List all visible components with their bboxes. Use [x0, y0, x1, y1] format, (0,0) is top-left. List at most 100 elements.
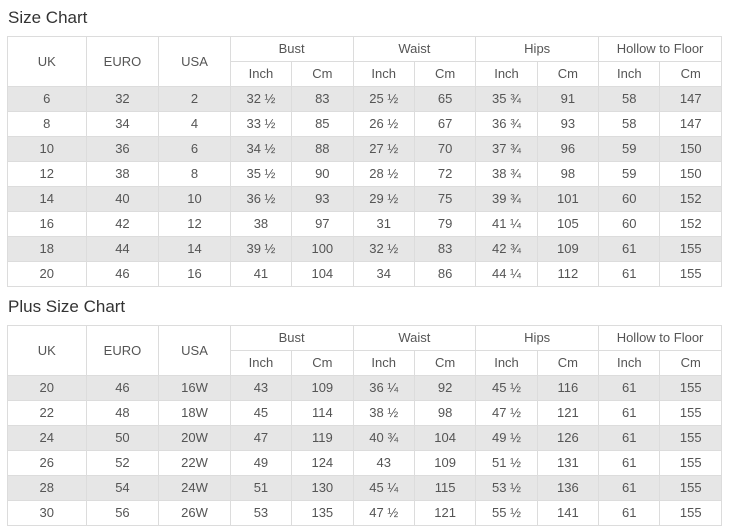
- table-cell: 79: [413, 211, 477, 237]
- table-cell: 38 ¾: [475, 161, 538, 187]
- table-cell: 45: [229, 400, 293, 426]
- table-cell: 34: [352, 261, 415, 287]
- table-cell: 147: [659, 111, 722, 137]
- table-cell: 93: [536, 111, 600, 137]
- table-cell: 119: [291, 425, 354, 451]
- table-cell: 24W: [158, 475, 231, 501]
- table-cell: 105: [536, 211, 600, 237]
- table-cell: 26: [7, 450, 87, 476]
- header-row-groups: UK EURO USA Bust Waist Hips Hollow to Floor: [7, 325, 722, 376]
- table-cell: 37 ¾: [475, 136, 538, 162]
- table-cell: 34 ½: [229, 136, 293, 162]
- unit-header: Inch: [598, 61, 661, 87]
- table-cell: 41 ¼: [475, 211, 538, 237]
- table-cell: 31: [352, 211, 415, 237]
- table-cell: 18: [7, 236, 87, 262]
- table-cell: 100: [291, 236, 354, 262]
- column-group-header: USA: [158, 36, 231, 87]
- table-cell: 43: [352, 450, 415, 476]
- size-chart-title: Size Chart: [8, 8, 88, 27]
- unit-header: Cm: [413, 350, 477, 376]
- table-cell: 155: [659, 400, 722, 426]
- table-cell: 61: [598, 236, 661, 262]
- table-cell: 155: [659, 375, 722, 401]
- table-cell: 42 ¾: [475, 236, 538, 262]
- table-cell: 121: [413, 500, 477, 526]
- table-cell: 88: [291, 136, 354, 162]
- table-cell: 4: [158, 111, 231, 137]
- table-cell: 39 ½: [229, 236, 293, 262]
- table-cell: 55 ½: [475, 500, 538, 526]
- table-cell: 152: [659, 186, 722, 212]
- header-row-units: Inch Cm Inch Cm Inch Cm Inch Cm: [8, 350, 722, 376]
- table-cell: 147: [659, 86, 722, 112]
- table-row: 28 54 24W 51 130 45 ¼ 115 53 ½ 136 61 155: [7, 475, 722, 501]
- table-cell: 12: [7, 161, 87, 187]
- column-group-header: EURO: [85, 325, 160, 376]
- plus-size-chart-table: UK EURO USA Bust Waist Hips Hollow to Floor Inc…: [7, 325, 722, 526]
- table-cell: 65: [413, 86, 477, 112]
- table-cell: 114: [291, 400, 354, 426]
- column-group-header: Bust: [229, 36, 354, 62]
- table-cell: 36: [85, 136, 160, 162]
- table-cell: 155: [659, 425, 722, 451]
- unit-header: Inch: [475, 350, 538, 376]
- table-cell: 33 ½: [229, 111, 293, 137]
- table-cell: 2: [158, 86, 231, 112]
- table-cell: 14: [7, 186, 87, 212]
- table-cell: 130: [291, 475, 354, 501]
- table-cell: 60: [598, 211, 661, 237]
- table-cell: 36 ¾: [475, 111, 538, 137]
- table-cell: 131: [536, 450, 600, 476]
- size-chart-table: UK EURO USA Bust Waist Hips Hollow to Floor Inc…: [7, 36, 722, 287]
- unit-header: Inch: [475, 61, 538, 87]
- unit-header: Inch: [229, 61, 293, 87]
- unit-header: Inch: [598, 350, 661, 376]
- unit-header: Inch: [352, 350, 415, 376]
- table-cell: 101: [536, 186, 600, 212]
- table-row: 6 32 2 32 ½ 83 25 ½ 65 35 ¾ 91 58 147: [7, 86, 722, 112]
- unit-header: Cm: [659, 61, 722, 87]
- table-cell: 22: [7, 400, 87, 426]
- table-cell: 41: [229, 261, 293, 287]
- table-cell: 44 ¼: [475, 261, 538, 287]
- column-group-header: Hollow to Floor: [598, 36, 722, 62]
- table-row: 14 40 10 36 ½ 93 29 ½ 75 39 ¾ 101 60 152: [7, 186, 722, 212]
- table-row: 18 44 14 39 ½ 100 32 ½ 83 42 ¾ 109 61 155: [7, 236, 722, 262]
- table-row: 30 56 26W 53 135 47 ½ 121 55 ½ 141 61 155: [7, 500, 722, 526]
- table-cell: 61: [598, 500, 661, 526]
- column-group-header: UK: [7, 36, 87, 87]
- table-cell: 86: [413, 261, 477, 287]
- table-row: 16 42 12 38 97 31 79 41 ¼ 105 60 152: [7, 211, 722, 237]
- plus-size-chart-title: Plus Size Chart: [8, 297, 126, 316]
- table-cell: 29 ½: [352, 186, 415, 212]
- table-cell: 24: [7, 425, 87, 451]
- size-chart-section: Size Chart UK EURO USA Bust Waist Hips Hollow …: [7, 4, 723, 287]
- unit-header: Cm: [413, 61, 477, 87]
- table-cell: 6: [7, 86, 87, 112]
- column-group-header: Hips: [475, 36, 600, 62]
- table-cell: 16W: [158, 375, 231, 401]
- table-cell: 115: [413, 475, 477, 501]
- table-cell: 16: [7, 211, 87, 237]
- table-cell: 58: [598, 86, 661, 112]
- table-cell: 92: [413, 375, 477, 401]
- table-cell: 50: [85, 425, 160, 451]
- table-row: 20 46 16W 43 109 36 ¼ 92 45 ½ 116 61 155: [7, 375, 722, 401]
- table-cell: 32: [85, 86, 160, 112]
- table-cell: 61: [598, 425, 661, 451]
- table-cell: 141: [536, 500, 600, 526]
- table-row: 12 38 8 35 ½ 90 28 ½ 72 38 ¾ 98 59 150: [7, 161, 722, 187]
- table-cell: 109: [413, 450, 477, 476]
- table-row: 22 48 18W 45 114 38 ½ 98 47 ½ 121 61 155: [7, 400, 722, 426]
- table-cell: 22W: [158, 450, 231, 476]
- table-cell: 96: [536, 136, 600, 162]
- table-cell: 91: [536, 86, 600, 112]
- table-cell: 16: [158, 261, 231, 287]
- table-cell: 8: [7, 111, 87, 137]
- table-cell: 42: [85, 211, 160, 237]
- table-row: 24 50 20W 47 119 40 ¾ 104 49 ½ 126 61 155: [7, 425, 722, 451]
- header-row-groups: UK EURO USA Bust Waist Hips Hollow to Floor: [7, 36, 722, 87]
- table-cell: 45 ¼: [352, 475, 415, 501]
